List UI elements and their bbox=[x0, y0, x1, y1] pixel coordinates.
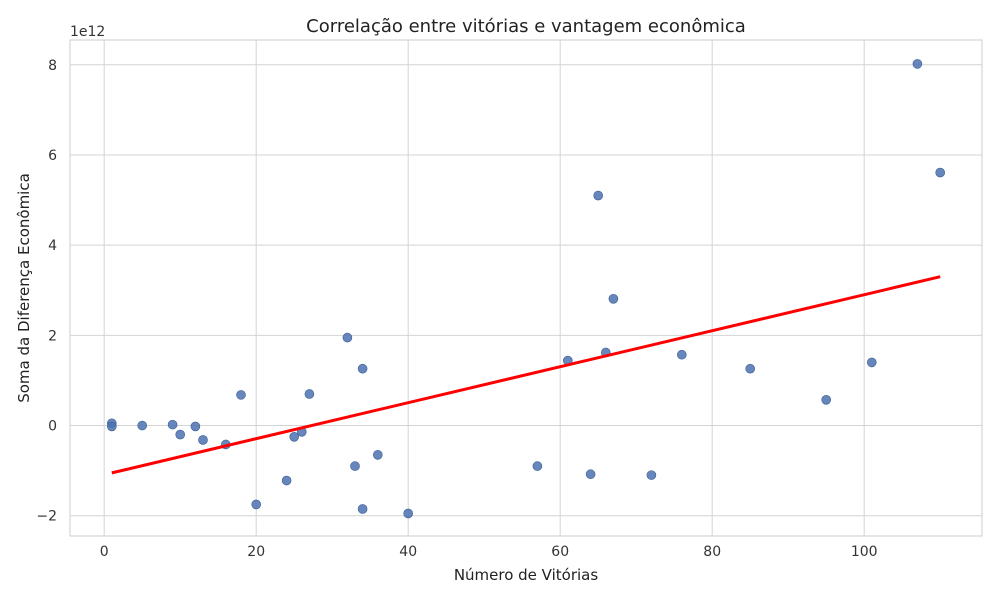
data-point bbox=[190, 421, 201, 432]
data-point bbox=[357, 363, 368, 374]
data-point bbox=[304, 389, 315, 399]
data-point bbox=[585, 469, 596, 480]
plot-area bbox=[69, 39, 983, 537]
y-tick-label: 4 bbox=[48, 238, 57, 254]
x-tick-label: 80 bbox=[703, 544, 721, 560]
x-tick-label: 60 bbox=[551, 544, 569, 560]
data-point bbox=[251, 499, 262, 510]
y-axis-label: Soma da Diferença Econômica bbox=[15, 173, 33, 403]
y-tick-label: 6 bbox=[48, 148, 57, 164]
x-tick-label: 20 bbox=[247, 544, 265, 560]
data-point bbox=[236, 390, 246, 400]
x-ticks: 0 20 40 60 80 100 bbox=[100, 544, 878, 560]
data-point bbox=[745, 363, 756, 374]
data-point bbox=[676, 349, 687, 360]
data-points bbox=[107, 59, 946, 519]
data-point bbox=[198, 435, 208, 445]
data-point bbox=[608, 294, 619, 304]
regression-line-group bbox=[111, 275, 941, 475]
data-point bbox=[350, 461, 360, 471]
x-tick-label: 0 bbox=[100, 544, 109, 560]
data-point bbox=[357, 504, 368, 514]
y-ticks: −2 0 2 4 6 8 bbox=[36, 58, 57, 525]
data-point bbox=[403, 508, 414, 519]
x-tick-label: 40 bbox=[399, 544, 417, 560]
y-tick-label: 0 bbox=[48, 419, 57, 435]
x-axis-label: Número de Vitórias bbox=[454, 566, 599, 584]
data-point bbox=[593, 190, 604, 201]
data-point bbox=[821, 395, 832, 405]
data-point bbox=[289, 431, 300, 442]
data-point bbox=[137, 420, 147, 431]
data-point bbox=[372, 450, 383, 460]
y-tick-label: −2 bbox=[36, 509, 57, 525]
data-point bbox=[646, 470, 657, 480]
chart-title: Correlação entre vitórias e vantagem eco… bbox=[306, 16, 746, 37]
regression-line bbox=[111, 275, 941, 475]
data-point bbox=[167, 419, 178, 430]
data-point bbox=[866, 357, 877, 368]
data-point bbox=[342, 332, 353, 343]
data-point bbox=[532, 461, 543, 471]
grid bbox=[70, 40, 982, 536]
data-point bbox=[107, 421, 117, 432]
data-point bbox=[175, 429, 185, 440]
y-tick-label: 2 bbox=[48, 328, 57, 344]
data-point bbox=[935, 167, 946, 178]
data-point bbox=[912, 59, 923, 69]
y-offset-label: 1e12 bbox=[70, 24, 105, 40]
data-point bbox=[281, 475, 292, 486]
y-tick-label: 8 bbox=[48, 58, 57, 74]
x-tick-label: 100 bbox=[851, 544, 878, 560]
